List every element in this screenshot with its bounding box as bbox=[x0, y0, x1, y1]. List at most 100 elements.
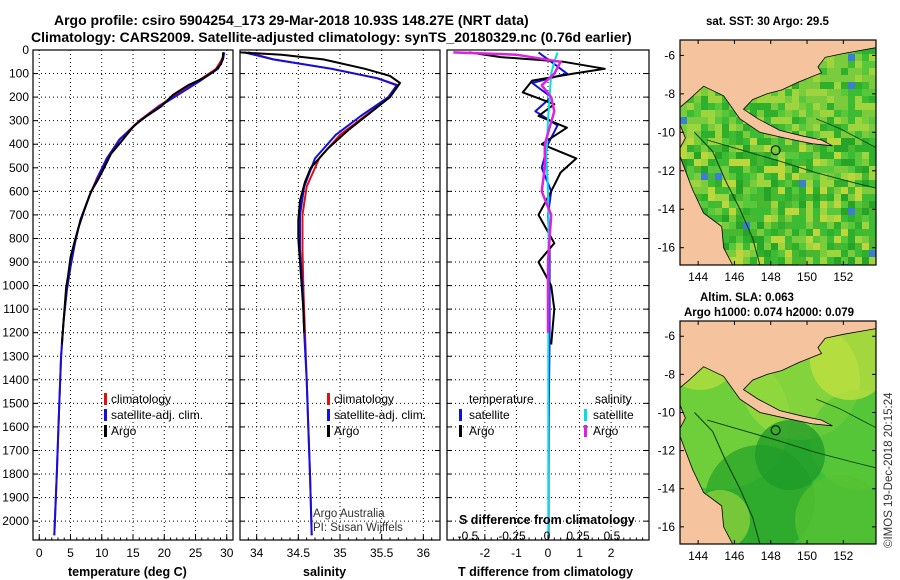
sst-pixel bbox=[778, 166, 785, 173]
sst-pixel bbox=[855, 145, 862, 152]
sst-pixel bbox=[792, 152, 799, 159]
sst-pixel bbox=[841, 61, 848, 68]
sst-pixel bbox=[869, 180, 876, 187]
sst-pixel bbox=[792, 145, 799, 152]
y-tick-label: 2000 bbox=[2, 514, 29, 528]
sst-pixel bbox=[813, 222, 820, 229]
sst-pixel bbox=[855, 229, 862, 236]
legend-temperature-header: temperature bbox=[469, 392, 534, 406]
sst-pixel bbox=[841, 54, 848, 61]
sst-pixel bbox=[764, 208, 771, 215]
sst-pixel bbox=[806, 208, 813, 215]
sst-pixel bbox=[862, 250, 869, 257]
sst-pixel bbox=[827, 229, 834, 236]
sst-pixel bbox=[764, 257, 771, 264]
sst-pixel bbox=[848, 61, 855, 68]
series-climatology bbox=[53, 52, 226, 536]
sst-pixel bbox=[757, 103, 764, 110]
sst-pixel bbox=[799, 236, 806, 243]
legend-swatch-satellite bbox=[327, 409, 330, 421]
sst-pixel bbox=[764, 152, 771, 159]
sst-pixel bbox=[785, 145, 792, 152]
legend-swatch-climatology bbox=[104, 393, 107, 405]
sst-pixel bbox=[855, 110, 862, 117]
series-satellite-adj-clim- bbox=[243, 51, 398, 536]
bathymetry-contour bbox=[707, 419, 876, 469]
sst-pixel bbox=[841, 145, 848, 152]
sst-pixel bbox=[799, 194, 806, 201]
sst-pixel bbox=[820, 187, 827, 194]
sst-pixel bbox=[827, 243, 834, 250]
sst-pixel bbox=[750, 222, 757, 229]
series-temperature-argo bbox=[468, 51, 606, 345]
sst-pixel bbox=[750, 194, 757, 201]
sst-pixel bbox=[750, 208, 757, 215]
sst-pixel bbox=[862, 131, 869, 138]
sst-pixel bbox=[722, 159, 729, 166]
sst-pixel bbox=[778, 124, 785, 131]
sst-pixel bbox=[778, 243, 785, 250]
series-argo bbox=[60, 52, 224, 345]
sst-pixel bbox=[862, 89, 869, 96]
sst-pixel bbox=[813, 145, 820, 152]
sst-pixel bbox=[708, 201, 715, 208]
sst-pixel bbox=[813, 166, 820, 173]
sst-pixel bbox=[869, 68, 876, 75]
sst-pixel bbox=[743, 187, 750, 194]
x-tick-label: 0 bbox=[545, 546, 552, 560]
sst-pixel bbox=[764, 222, 771, 229]
sst-pixel bbox=[715, 103, 722, 110]
sst-pixel bbox=[848, 152, 855, 159]
map-y-tick-label: -6 bbox=[664, 48, 675, 62]
sst-pixel bbox=[771, 229, 778, 236]
sst-pixel bbox=[855, 138, 862, 145]
sla-map-subtitle: Argo h1000: 0.074 h2000: 0.079 bbox=[684, 307, 854, 319]
x-tick-label: 34 bbox=[250, 546, 264, 560]
sst-pixel bbox=[827, 68, 834, 75]
sst-pixel bbox=[806, 96, 813, 103]
sst-pixel bbox=[680, 117, 687, 124]
sst-pixel bbox=[708, 124, 715, 131]
sst-pixel bbox=[687, 138, 694, 145]
sst-pixel bbox=[764, 173, 771, 180]
sst-pixel bbox=[750, 166, 757, 173]
sst-pixel bbox=[799, 208, 806, 215]
sst-pixel bbox=[708, 208, 715, 215]
sst-pixel bbox=[715, 194, 722, 201]
sst-pixel bbox=[848, 180, 855, 187]
sst-pixel bbox=[764, 96, 771, 103]
sst-pixel bbox=[820, 89, 827, 96]
sst-pixel bbox=[834, 208, 841, 215]
sst-pixel bbox=[736, 180, 743, 187]
sst-pixel bbox=[841, 96, 848, 103]
sla-map: 144 146 148 150 152 -6 -8 -10 -12 -14 -16 bbox=[658, 320, 877, 563]
legend-satellite: satellite-adj. clim. bbox=[334, 408, 426, 422]
sst-pixel bbox=[736, 243, 743, 250]
sst-pixel bbox=[785, 138, 792, 145]
sst-pixel bbox=[715, 131, 722, 138]
sst-pixel bbox=[820, 96, 827, 103]
s-diff-tick-label: 0.5 bbox=[604, 529, 621, 543]
sst-pixel bbox=[820, 82, 827, 89]
sst-pixel bbox=[722, 131, 729, 138]
map-y-tick-label: -12 bbox=[658, 164, 676, 178]
sst-pixel bbox=[792, 215, 799, 222]
salinity-panel: 34 34.5 35 35.5 36 salinity bbox=[239, 49, 441, 579]
sst-pixel bbox=[869, 257, 876, 264]
sst-pixel bbox=[834, 61, 841, 68]
y-tick-label: 600 bbox=[9, 184, 29, 198]
sst-pixel bbox=[862, 180, 869, 187]
sst-pixel bbox=[862, 166, 869, 173]
sst-pixel bbox=[806, 187, 813, 194]
sst-pixel bbox=[715, 96, 722, 103]
sst-pixel bbox=[722, 152, 729, 159]
sst-pixel bbox=[729, 243, 736, 250]
sst-pixel bbox=[778, 187, 785, 194]
sst-pixel bbox=[848, 68, 855, 75]
sst-pixel bbox=[736, 229, 743, 236]
sst-pixel bbox=[722, 215, 729, 222]
sst-pixel bbox=[736, 166, 743, 173]
sst-pixel bbox=[785, 152, 792, 159]
sst-pixel bbox=[799, 180, 806, 187]
